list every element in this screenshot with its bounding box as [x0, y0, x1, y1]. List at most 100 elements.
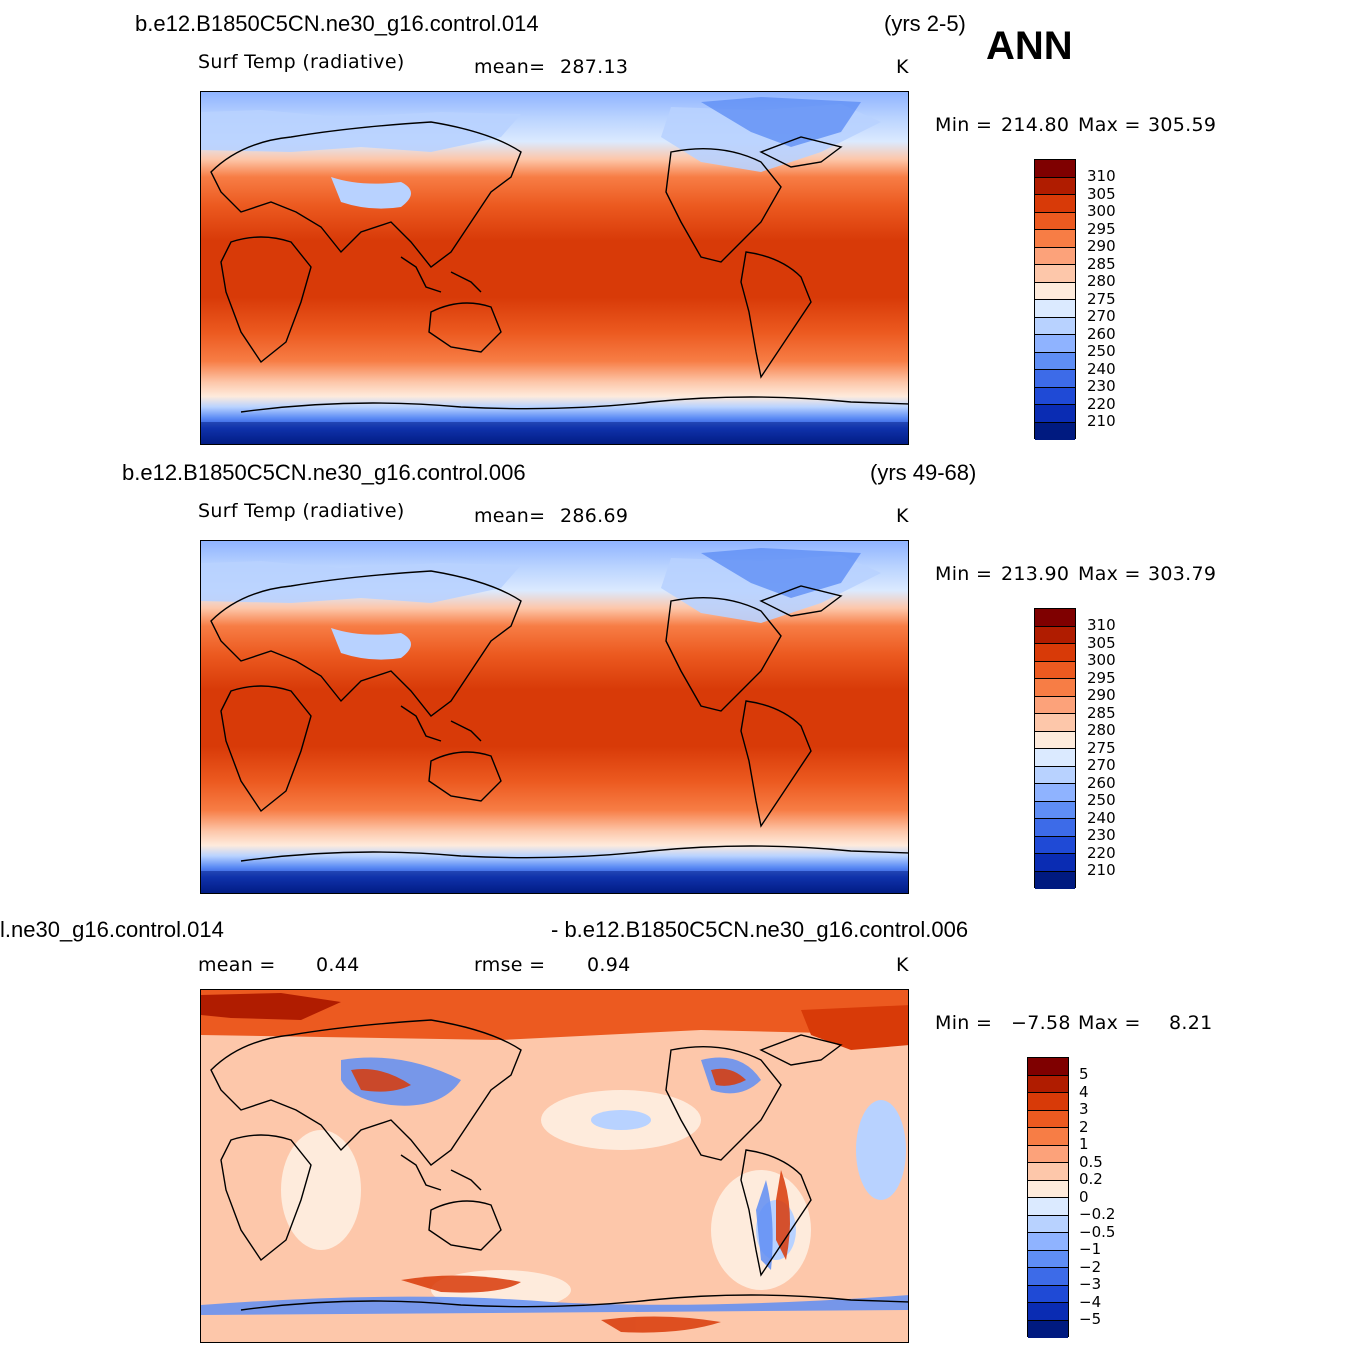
abs-colorbar-label: 310 — [1087, 616, 1116, 634]
panel1-min-label: Min = — [935, 114, 993, 136]
colorbar-swatch — [1028, 1163, 1068, 1181]
colorbar-swatch — [1035, 679, 1075, 697]
colorbar-swatch — [1035, 609, 1075, 627]
colorbar-swatch — [1028, 1128, 1068, 1146]
colorbar-swatch — [1035, 387, 1075, 405]
colorbar-swatch — [1035, 714, 1075, 732]
panel2-mean-label: mean= — [474, 505, 546, 527]
colorbar-swatch — [1035, 195, 1075, 213]
diff-colorbar-label: −1 — [1079, 1240, 1102, 1258]
abs-colorbar-label: 270 — [1087, 756, 1116, 774]
diff-colorbar-label: −3 — [1079, 1275, 1102, 1293]
colorbar-swatch — [1035, 626, 1075, 644]
colorbar-swatch — [1028, 1145, 1068, 1163]
abs-colorbar-label: 275 — [1087, 289, 1116, 308]
diff-colorbar-label: 4 — [1079, 1082, 1089, 1101]
abs-colorbar-label: 310 — [1087, 167, 1116, 185]
abs-colorbar-label: 270 — [1087, 307, 1116, 325]
panel3-map-svg — [201, 990, 908, 1342]
panel1-variable: Surf Temp (radiative) — [198, 51, 405, 73]
colorbar-swatch — [1035, 731, 1075, 749]
abs-colorbar-label: 285 — [1087, 254, 1116, 273]
panel1-units: K — [896, 56, 909, 78]
colorbar-swatch — [1035, 836, 1075, 854]
colorbar-swatch — [1035, 854, 1075, 872]
colorbar-swatch — [1028, 1075, 1068, 1093]
colorbar-swatch — [1028, 1058, 1068, 1076]
colorbar-swatch — [1035, 819, 1075, 837]
panel1-map — [200, 91, 909, 445]
colorbar-swatch — [1028, 1233, 1068, 1251]
season-label: ANN — [986, 24, 1073, 68]
panel2-variable: Surf Temp (radiative) — [198, 500, 405, 522]
colorbar-swatch — [1035, 766, 1075, 784]
diff-colorbar-label: −0.5 — [1079, 1222, 1116, 1241]
panel2-years: (yrs 49-68) — [870, 460, 977, 485]
panel3-case-title: l.ne30_g16.control.014 — [0, 917, 224, 942]
colorbar-swatch — [1035, 352, 1075, 370]
panel3-colorbar — [1027, 1057, 1069, 1338]
colorbar-swatch — [1035, 177, 1075, 195]
panel3-map — [200, 989, 909, 1343]
colorbar-swatch — [1028, 1110, 1068, 1128]
colorbar-swatch — [1035, 696, 1075, 714]
abs-colorbar-label: 240 — [1087, 808, 1116, 827]
colorbar-swatch — [1035, 335, 1075, 353]
colorbar-swatch — [1035, 212, 1075, 230]
panel1-years: (yrs 2-5) — [884, 11, 966, 36]
abs-colorbar-label: 305 — [1087, 184, 1116, 203]
colorbar-swatch — [1035, 749, 1075, 767]
abs-colorbar-label: 240 — [1087, 359, 1116, 378]
panel1-map-svg — [201, 92, 908, 444]
abs-colorbar-label: 260 — [1087, 773, 1116, 792]
diff-colorbar-label: −0.2 — [1079, 1205, 1116, 1223]
panel2-mean-value: 286.69 — [560, 505, 629, 527]
panel2-units: K — [896, 505, 909, 527]
panel3-max-value: 8.21 — [1169, 1012, 1213, 1034]
diff-colorbar-label: 2 — [1079, 1117, 1089, 1136]
panel2-colorbar — [1034, 608, 1076, 889]
colorbar-swatch — [1028, 1285, 1068, 1303]
colorbar-swatch — [1035, 247, 1075, 265]
diff-colorbar-label: −4 — [1079, 1292, 1102, 1311]
diff-colorbar-label: 3 — [1079, 1100, 1089, 1118]
panel3-units: K — [896, 954, 909, 976]
colorbar-swatch — [1028, 1320, 1068, 1338]
panel3-mean-value: 0.44 — [316, 954, 360, 976]
abs-colorbar-label: 295 — [1087, 219, 1116, 238]
colorbar-swatch — [1035, 300, 1075, 318]
panel3-rmse-value: 0.94 — [587, 954, 631, 976]
colorbar-swatch — [1035, 405, 1075, 423]
abs-colorbar-label: 285 — [1087, 703, 1116, 722]
panel2-min-label: Min = — [935, 563, 993, 585]
panel1-case-title: b.e12.B1850C5CN.ne30_g16.control.014 — [135, 11, 539, 36]
colorbar-swatch — [1035, 265, 1075, 283]
diff-colorbar-label: 1 — [1079, 1135, 1089, 1153]
panel2-case-title: b.e12.B1850C5CN.ne30_g16.control.006 — [122, 460, 526, 485]
panel1-mean-label: mean= — [474, 56, 546, 78]
abs-colorbar-label: 280 — [1087, 272, 1116, 290]
diff-colorbar-label: 0 — [1079, 1187, 1089, 1206]
panel3-max-label: Max = — [1078, 1012, 1141, 1034]
colorbar-swatch — [1035, 661, 1075, 679]
colorbar-swatch — [1035, 160, 1075, 178]
panel3-subtracted-case: - b.e12.B1850C5CN.ne30_g16.control.006 — [551, 917, 969, 942]
panel2-map — [200, 540, 909, 894]
colorbar-swatch — [1035, 370, 1075, 388]
panel1-max-label: Max = — [1078, 114, 1141, 136]
abs-colorbar-label: 220 — [1087, 843, 1116, 862]
panel2-map-svg — [201, 541, 908, 893]
diff-colorbar-label: 0.5 — [1079, 1152, 1103, 1171]
diff-colorbar-label: −5 — [1079, 1310, 1102, 1328]
abs-colorbar-label: 230 — [1087, 377, 1116, 395]
colorbar-swatch — [1035, 801, 1075, 819]
panel2-max-value: 303.79 — [1148, 563, 1217, 585]
abs-colorbar-label: 210 — [1087, 412, 1116, 430]
panel1-mean-value: 287.13 — [560, 56, 629, 78]
diff-colorbar-label: 0.2 — [1079, 1170, 1103, 1188]
panel3-min-label: Min = — [935, 1012, 993, 1034]
abs-colorbar-label: 295 — [1087, 668, 1116, 687]
colorbar-swatch — [1035, 784, 1075, 802]
colorbar-swatch — [1028, 1250, 1068, 1268]
panel1-colorbar — [1034, 159, 1076, 440]
